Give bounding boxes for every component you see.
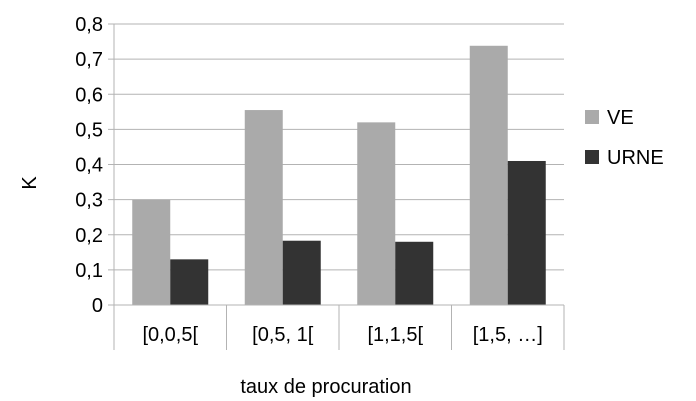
legend-swatch-urne <box>585 150 599 164</box>
legend: VE URNE <box>585 107 664 169</box>
x-axis-title: taux de procuration <box>240 376 411 398</box>
bar-ve-0 <box>132 199 171 305</box>
x-tick-label: [1,1,5[ <box>367 324 423 346</box>
bar-urne-2 <box>395 241 434 305</box>
y-tick-label: 0,1 <box>75 260 103 282</box>
y-gridlines <box>114 23 564 271</box>
bar-ve-2 <box>357 122 396 305</box>
y-tick-label: 0,3 <box>75 190 103 212</box>
x-tick-label: [1,5, …] <box>473 324 543 346</box>
y-tick-label: 0,2 <box>75 225 103 247</box>
y-tick-label: 0,6 <box>75 84 103 106</box>
bar-urne-1 <box>282 240 321 305</box>
x-tick-label: [0,0,5[ <box>142 324 198 346</box>
y-tick-label: 0,5 <box>75 119 103 141</box>
y-axis-title: K <box>19 176 41 190</box>
bars <box>132 45 546 306</box>
x-tick-labels: [0,0,5[ [0,5, 1[ [1,1,5[ [1,5, …] <box>142 324 542 346</box>
y-tick-label: 0,4 <box>75 155 103 177</box>
legend-label-urne: URNE <box>607 147 664 169</box>
y-tick-label: 0,8 <box>75 14 103 36</box>
legend-swatch-ve <box>585 110 599 124</box>
legend-label-ve: VE <box>607 107 634 129</box>
axes <box>108 23 565 350</box>
bar-urne-0 <box>170 259 209 305</box>
y-tick-label: 0,7 <box>75 49 103 71</box>
bar-urne-3 <box>507 160 546 305</box>
y-tick-label: 0 <box>92 295 103 317</box>
bar-ve-3 <box>469 45 508 306</box>
x-tick-label: [0,5, 1[ <box>252 324 314 346</box>
y-tick-labels: 0 0,1 0,2 0,3 0,4 0,5 0,6 0,7 0,8 <box>75 14 103 317</box>
bar-ve-1 <box>244 110 283 306</box>
